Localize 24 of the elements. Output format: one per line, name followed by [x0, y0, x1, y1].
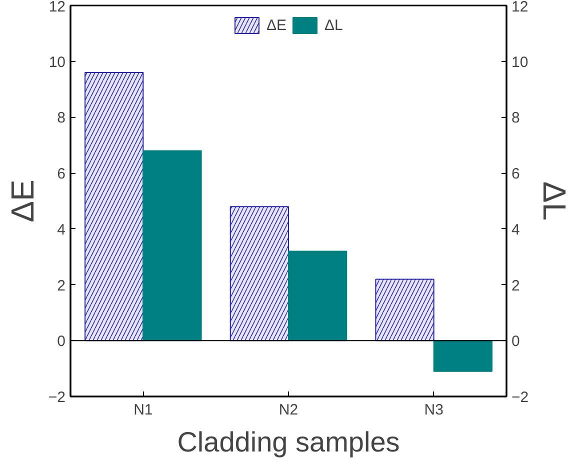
- y-tick-label: 4: [57, 221, 66, 238]
- y-tick-label: 10: [48, 54, 66, 71]
- y2-tick-label: −2: [512, 389, 529, 406]
- x-tick-label: N3: [424, 402, 444, 418]
- y-tick-label: 2: [57, 277, 66, 294]
- y2-tick-label: 6: [512, 166, 520, 183]
- y-tick-label: 6: [57, 166, 66, 183]
- y-tick-label: 0: [57, 333, 66, 350]
- y2-tick-label: 4: [512, 221, 520, 238]
- y2-axis-title: ΔL: [536, 181, 573, 221]
- legend-label: ΔE: [266, 16, 287, 34]
- legend-label: ΔL: [324, 16, 344, 34]
- y2-tick-label: 0: [512, 333, 520, 350]
- y2-tick-label: 12: [512, 0, 528, 16]
- x-tick-label: N2: [278, 402, 298, 418]
- y-axis-title: ΔE: [4, 180, 40, 222]
- y2-tick-label: 2: [512, 277, 520, 294]
- y-tick-label: −2: [48, 389, 66, 406]
- y2-tick-label: 10: [512, 54, 528, 71]
- y-tick-label: 8: [57, 110, 66, 127]
- y2-tick-label: 8: [512, 110, 520, 127]
- x-tick-label: N1: [134, 402, 153, 418]
- y-tick-label: 12: [48, 0, 66, 16]
- x-axis-title: Cladding samples: [177, 426, 400, 458]
